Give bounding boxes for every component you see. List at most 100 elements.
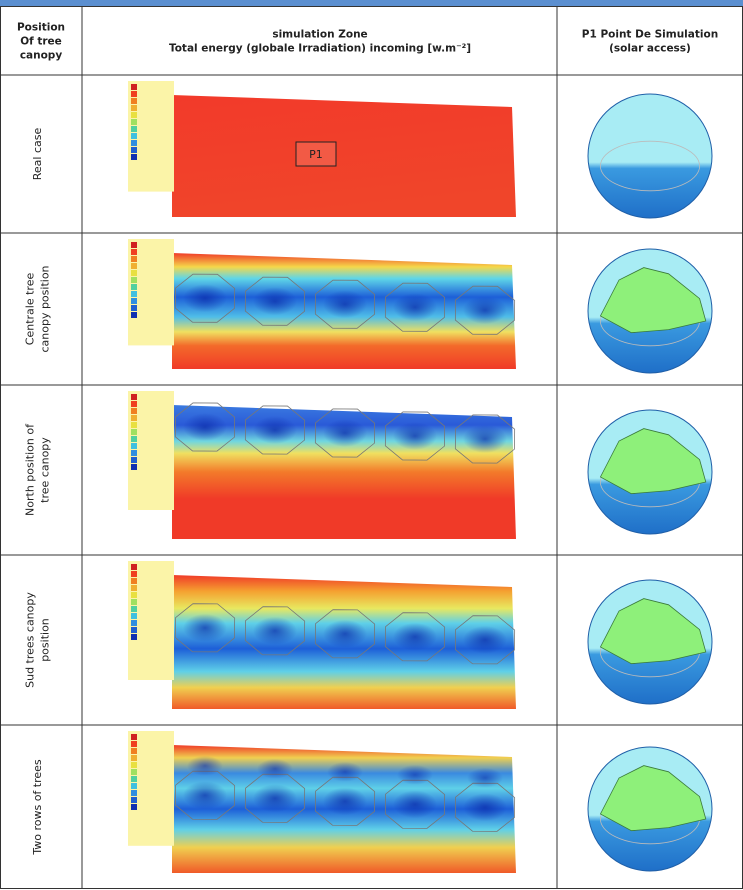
legend-swatch	[131, 249, 137, 255]
legend-swatch	[131, 133, 137, 139]
tree-shade	[183, 614, 227, 642]
row-label: position	[39, 618, 52, 662]
legend-swatch	[131, 284, 137, 290]
legend-swatch	[131, 119, 137, 125]
header-text: simulation Zone	[272, 29, 367, 41]
legend-swatch	[131, 748, 137, 754]
legend-swatch	[131, 298, 137, 304]
tree-shade	[393, 623, 437, 651]
legend-swatch	[131, 154, 137, 160]
row-label: Centrale tree	[24, 273, 37, 346]
legend-swatch	[131, 769, 137, 775]
legend-swatch	[131, 256, 137, 262]
tree-shade	[323, 787, 367, 815]
legend-swatch	[131, 790, 137, 796]
tree-shade	[253, 416, 297, 444]
legend-swatch	[131, 436, 137, 442]
header-text: P1 Point De Simulation	[582, 29, 718, 41]
tree-shade	[257, 759, 293, 779]
legend-swatch	[131, 776, 137, 782]
legend-swatch	[131, 592, 137, 598]
legend-swatch	[131, 394, 137, 400]
row-label: tree canopy	[39, 437, 52, 503]
legend-swatch	[131, 578, 137, 584]
header-text: Position	[17, 22, 65, 34]
legend-swatch	[131, 408, 137, 414]
legend-swatch	[131, 585, 137, 591]
tree-shade	[183, 781, 227, 809]
tree-shade	[183, 413, 227, 441]
annotation: P1	[309, 148, 323, 161]
legend-swatch	[131, 599, 137, 605]
heatmap	[172, 95, 516, 217]
legend-swatch	[131, 783, 137, 789]
legend-swatch	[131, 291, 137, 297]
tree-shade	[253, 784, 297, 812]
legend-swatch	[131, 98, 137, 104]
legend-swatch	[131, 242, 137, 248]
legend-swatch	[131, 450, 137, 456]
tree-shade	[397, 765, 433, 785]
legend-swatch	[131, 620, 137, 626]
legend-swatch	[131, 312, 137, 318]
tree-shade	[253, 287, 297, 315]
legend-swatch	[131, 762, 137, 768]
sky-diagram	[588, 94, 712, 218]
legend-swatch	[131, 797, 137, 803]
tree-shade	[393, 790, 437, 818]
legend-swatch	[131, 571, 137, 577]
legend-swatch	[131, 613, 137, 619]
top-band	[0, 0, 743, 6]
tree-shade	[393, 422, 437, 450]
legend-swatch	[131, 734, 137, 740]
legend-swatch	[131, 457, 137, 463]
page: Position Of tree canopy simulation Zone Tota…	[0, 0, 743, 890]
legend-swatch	[131, 270, 137, 276]
tree-shade	[187, 756, 223, 776]
legend-swatch	[131, 464, 137, 470]
header-text: (solar access)	[609, 43, 691, 55]
legend-swatch	[131, 84, 137, 90]
tree-shade	[253, 617, 297, 645]
row-label: canopy position	[39, 265, 52, 352]
row-label: North position of	[24, 423, 37, 516]
tree-shade	[327, 762, 363, 782]
legend-swatch	[131, 147, 137, 153]
legend-swatch	[131, 415, 137, 421]
row-label: Real case	[31, 128, 44, 181]
legend-swatch	[131, 429, 137, 435]
legend-swatch	[131, 804, 137, 810]
tree-shade	[463, 296, 507, 324]
legend-swatch	[131, 634, 137, 640]
tree-shade	[183, 284, 227, 312]
tree-shade	[323, 290, 367, 318]
legend-swatch	[131, 422, 137, 428]
row-label: Sud trees canopy	[24, 592, 37, 688]
tree-shade	[467, 768, 503, 788]
legend-swatch	[131, 105, 137, 111]
tree-shade	[463, 626, 507, 654]
legend-swatch	[131, 443, 137, 449]
row-label: Two rows of trees	[31, 759, 44, 856]
legend-swatch	[131, 126, 137, 132]
legend-swatch	[131, 627, 137, 633]
header-text: canopy	[20, 50, 63, 62]
legend-swatch	[131, 305, 137, 311]
legend-swatch	[131, 564, 137, 570]
legend-swatch	[131, 401, 137, 407]
legend-swatch	[131, 112, 137, 118]
tree-shade	[323, 620, 367, 648]
legend-swatch	[131, 741, 137, 747]
tree-shade	[323, 419, 367, 447]
tree-shade	[463, 425, 507, 453]
legend-swatch	[131, 606, 137, 612]
legend-swatch	[131, 91, 137, 97]
legend-swatch	[131, 140, 137, 146]
tree-shade	[463, 793, 507, 821]
legend-swatch	[131, 755, 137, 761]
legend-swatch	[131, 263, 137, 269]
tree-shade	[393, 293, 437, 321]
header-text: Total energy (globale Irradiation) incom…	[169, 43, 471, 55]
legend-swatch	[131, 277, 137, 283]
header-text: Of tree	[20, 36, 62, 48]
